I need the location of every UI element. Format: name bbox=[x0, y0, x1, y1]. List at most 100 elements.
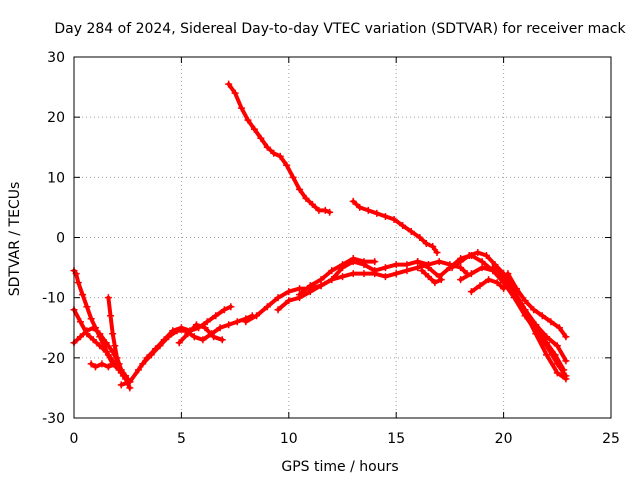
data-point bbox=[117, 366, 125, 374]
data-point bbox=[422, 240, 430, 248]
series-line bbox=[420, 268, 444, 285]
data-point bbox=[244, 116, 252, 124]
series-arc-10 bbox=[274, 258, 432, 314]
data-point bbox=[371, 267, 379, 275]
data-point bbox=[482, 252, 490, 260]
grid-lines bbox=[74, 57, 611, 418]
data-point bbox=[285, 288, 293, 296]
data-point bbox=[306, 282, 314, 290]
series-arc-8 bbox=[175, 321, 226, 347]
data-point bbox=[165, 333, 173, 341]
data-point bbox=[104, 351, 112, 359]
data-point bbox=[225, 80, 233, 88]
data-point bbox=[285, 297, 293, 305]
x-axis-title: GPS time / hours bbox=[281, 459, 398, 475]
data-point bbox=[156, 342, 164, 350]
data-point bbox=[555, 324, 563, 332]
series-arc-17 bbox=[489, 264, 570, 383]
data-point bbox=[349, 270, 357, 278]
data-point bbox=[493, 279, 501, 287]
data-point bbox=[203, 318, 211, 326]
data-point bbox=[500, 273, 508, 281]
data-point bbox=[381, 212, 389, 220]
series-line bbox=[469, 277, 506, 294]
data-point bbox=[147, 351, 155, 359]
y-axis-title: SDTVAR / TECUs bbox=[7, 182, 23, 297]
data-point bbox=[117, 381, 125, 389]
data-point bbox=[512, 285, 520, 293]
series-arc-5 bbox=[104, 294, 130, 380]
data-point bbox=[381, 273, 389, 281]
x-tick-labels: 0 5 10 15 20 25 bbox=[70, 431, 620, 447]
data-point bbox=[76, 333, 84, 341]
data-point bbox=[257, 134, 265, 142]
data-point bbox=[360, 270, 368, 278]
data-point bbox=[414, 264, 422, 272]
data-point bbox=[134, 366, 142, 374]
data-point bbox=[308, 200, 316, 208]
data-point bbox=[227, 303, 235, 311]
x-tick-label: 5 bbox=[177, 431, 186, 447]
data-point bbox=[457, 264, 465, 272]
x-tick-label: 10 bbox=[280, 431, 298, 447]
data-point bbox=[76, 318, 84, 326]
data-point bbox=[562, 375, 570, 383]
data-point bbox=[113, 354, 121, 362]
data-point bbox=[485, 276, 493, 284]
data-point bbox=[192, 321, 200, 329]
data-point bbox=[122, 372, 130, 380]
data-point bbox=[373, 209, 381, 217]
data-point bbox=[83, 303, 91, 311]
data-point bbox=[199, 336, 207, 344]
data-point bbox=[521, 309, 529, 317]
data-point bbox=[478, 264, 486, 272]
series-arc-20 bbox=[418, 267, 445, 287]
data-point bbox=[289, 173, 297, 181]
series-arc-19 bbox=[467, 276, 508, 296]
data-point bbox=[250, 125, 258, 133]
axis-ticks bbox=[73, 56, 612, 419]
data-point bbox=[315, 206, 323, 214]
data-point bbox=[349, 197, 357, 205]
data-point bbox=[231, 89, 239, 97]
data-point bbox=[403, 267, 411, 275]
data-point bbox=[321, 206, 329, 214]
data-point bbox=[87, 360, 95, 368]
data-point bbox=[74, 279, 82, 287]
data-point bbox=[457, 276, 465, 284]
data-point bbox=[263, 303, 271, 311]
data-point bbox=[364, 206, 372, 214]
x-tick-label: 20 bbox=[495, 431, 513, 447]
data-point bbox=[111, 342, 119, 350]
data-point bbox=[296, 285, 304, 293]
y-tick-label: 10 bbox=[47, 170, 65, 186]
data-point bbox=[392, 261, 400, 269]
series-line bbox=[351, 199, 439, 255]
data-point bbox=[429, 243, 437, 251]
data-point bbox=[538, 312, 546, 320]
data-point bbox=[283, 161, 291, 169]
data-series bbox=[70, 80, 570, 392]
data-point bbox=[416, 234, 424, 241]
data-point bbox=[274, 294, 282, 302]
data-point bbox=[225, 321, 233, 329]
series-arc-13 bbox=[349, 197, 441, 257]
chart-title: Day 284 of 2024, Sidereal Day-to-day VTE… bbox=[54, 21, 626, 37]
data-point bbox=[109, 330, 117, 338]
data-point bbox=[190, 333, 198, 341]
data-point bbox=[530, 306, 538, 314]
data-point bbox=[326, 208, 334, 216]
data-point bbox=[437, 276, 445, 284]
data-point bbox=[474, 249, 482, 257]
series-arc-18 bbox=[504, 270, 570, 341]
data-point bbox=[560, 366, 568, 374]
data-point bbox=[89, 324, 97, 332]
data-point bbox=[371, 258, 379, 266]
data-point bbox=[201, 324, 209, 332]
data-point bbox=[562, 357, 570, 365]
data-point bbox=[296, 291, 304, 299]
data-point bbox=[139, 360, 147, 368]
x-tick-label: 0 bbox=[70, 431, 79, 447]
series-arc-12 bbox=[225, 80, 334, 216]
data-point bbox=[467, 288, 475, 296]
